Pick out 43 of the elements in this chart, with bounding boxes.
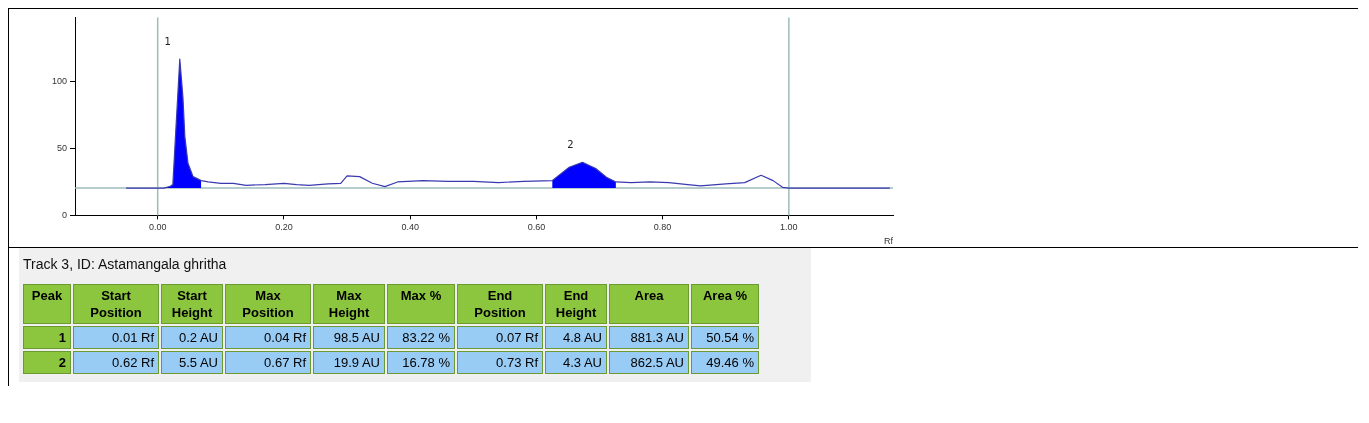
y-tick-label: 100 [51, 76, 68, 87]
text: End Position [457, 284, 543, 324]
text: Max Height [313, 284, 385, 324]
text: Area [609, 284, 689, 324]
x-tick-label: 0.60 [527, 222, 546, 233]
text: Max % [387, 284, 455, 324]
text: 98.5 AU [313, 326, 385, 349]
text: 0.04 Rf [225, 326, 311, 349]
text: Peak [23, 284, 71, 324]
text: Max Position [225, 284, 311, 324]
text: 0.07 Rf [457, 326, 543, 349]
y-tick-label: 0 [62, 209, 68, 220]
x-tick-label: 0.40 [401, 222, 419, 233]
text: 0.62 Rf [73, 351, 159, 374]
text: 83.22 % [387, 326, 455, 349]
text: 16.78 % [387, 351, 455, 374]
text: 881.3 AU [609, 326, 689, 349]
text: 50.54 % [691, 326, 759, 349]
text: Track 3, ID: Astamangala ghritha [23, 256, 228, 272]
text: 0.67 Rf [225, 351, 311, 374]
text: 49.46 % [691, 351, 759, 374]
y-tick-label: 50 [57, 142, 68, 153]
x-tick-label: 0.20 [275, 222, 293, 233]
text: 862.5 AU [609, 351, 689, 374]
text: Area % [691, 284, 759, 324]
text: 0.2 AU [161, 326, 223, 349]
text: 4.8 AU [545, 326, 607, 349]
text: 19.9 AU [313, 351, 385, 374]
text: 0.73 Rf [457, 351, 543, 374]
text: 4.3 AU [545, 351, 607, 374]
text: Start Height [161, 284, 223, 324]
text: End Height [545, 284, 607, 324]
text: 2 [23, 351, 71, 374]
text: 5.5 AU [161, 351, 223, 374]
text: Start Position [73, 284, 159, 324]
text: 1 [23, 326, 71, 349]
x-tick-label: 1.00 [780, 222, 798, 233]
x-axis-title: Rf [884, 236, 894, 247]
text: 0.01 Rf [73, 326, 159, 349]
x-tick-label: 0.80 [653, 222, 672, 233]
x-tick-label: 0.00 [148, 222, 167, 233]
annotation: 1 [164, 36, 171, 48]
annotation: 2 [567, 139, 574, 151]
